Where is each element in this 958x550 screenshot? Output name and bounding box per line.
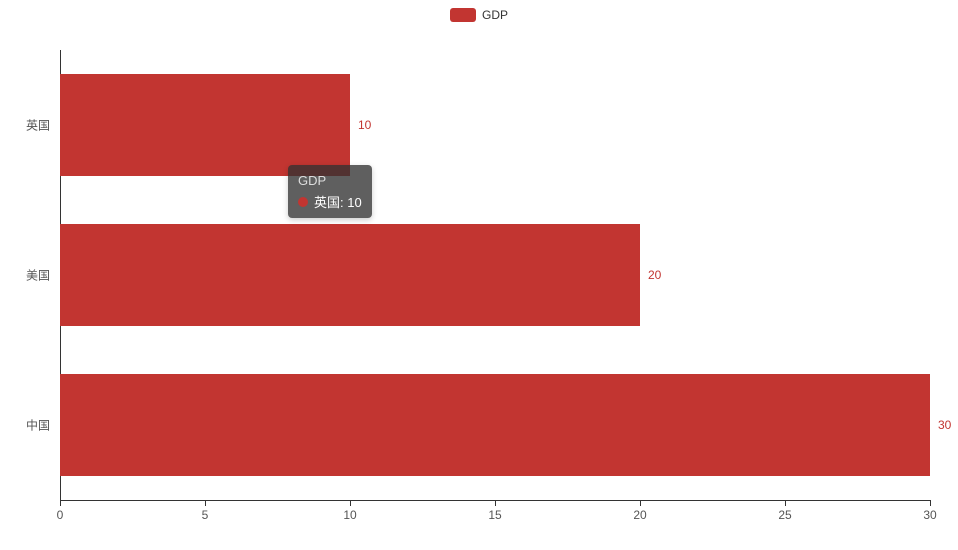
bar-value-label: 30 [938,418,951,432]
bar[interactable] [60,224,640,326]
x-tick-label: 15 [488,500,501,522]
bar-value-label: 20 [648,268,661,282]
x-tick-label: 0 [57,500,64,522]
x-tick-label: 25 [778,500,791,522]
y-tick-label: 中国 [26,417,60,434]
x-tick-label: 5 [202,500,209,522]
legend-item-gdp[interactable]: GDP [450,8,508,22]
y-tick-label: 美国 [26,267,60,284]
bar-value-label: 10 [358,118,371,132]
bar[interactable] [60,74,350,176]
legend-swatch [450,8,476,22]
chart-container: GDP 051015202530英国10美国20中国30 GDP 英国: 10 [0,0,958,550]
legend: GDP [0,8,958,27]
plot-area: 051015202530英国10美国20中国30 [60,50,930,500]
x-tick-label: 10 [343,500,356,522]
y-tick-label: 英国 [26,117,60,134]
bar[interactable] [60,374,930,476]
x-tick-label: 20 [633,500,646,522]
legend-label: GDP [482,8,508,22]
x-tick-label: 30 [923,500,936,522]
